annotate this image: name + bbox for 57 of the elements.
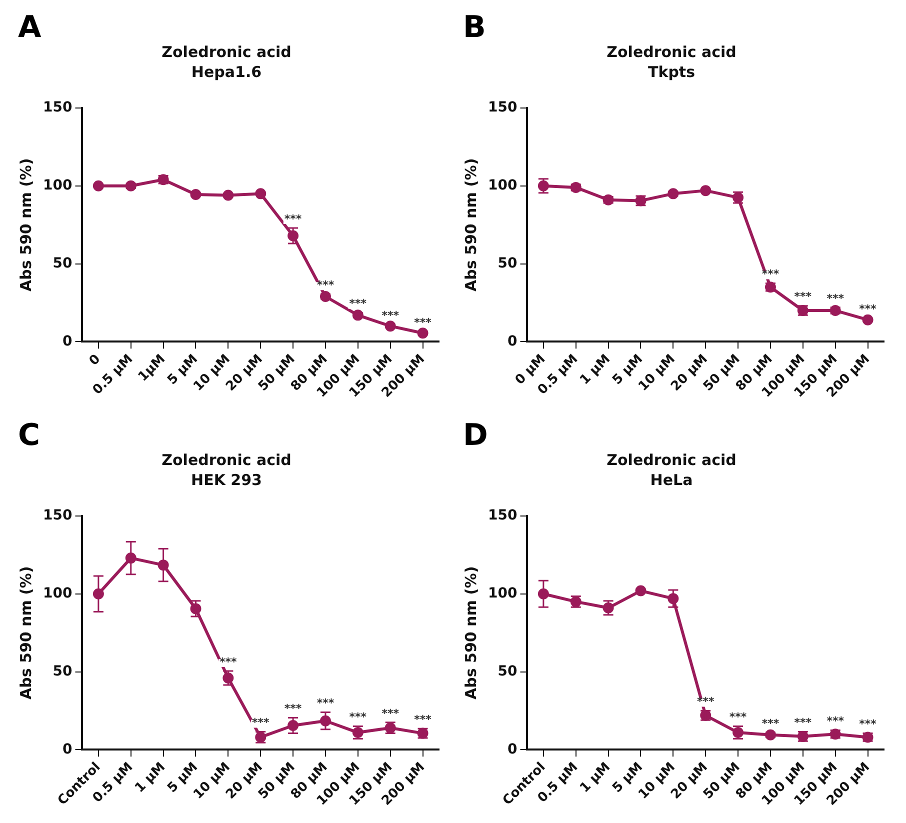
annotation: ***: [696, 695, 714, 708]
annotation: ***: [284, 212, 302, 226]
text: C: [18, 418, 40, 453]
text: D: [463, 418, 488, 453]
annotation: ***: [316, 696, 334, 710]
y-tick-label: 0: [62, 741, 72, 758]
chart-subtitle: HEK 293: [191, 470, 262, 489]
annotation: ***: [284, 702, 302, 716]
chart-subtitle: Tkpts: [648, 62, 696, 81]
y-tick-label: 100: [488, 586, 518, 602]
annotation: ***: [762, 716, 780, 730]
annotation: ***: [414, 316, 432, 329]
annotation: ***: [859, 718, 877, 731]
annotation: ***: [826, 714, 844, 728]
y-axis-title: Abs 590 nm (%): [16, 566, 35, 700]
y-tick-label: 50: [498, 663, 518, 680]
chart-subtitle: HeLa: [650, 470, 693, 489]
y-tick-label: 150: [42, 100, 72, 116]
y-tick-label: 0: [507, 333, 518, 350]
annotation: ***: [794, 716, 812, 730]
annotation: ***: [382, 308, 400, 322]
y-tick-label: 100: [42, 178, 72, 194]
annotation: ***: [762, 268, 780, 281]
annotation: ***: [252, 716, 270, 730]
text: B: [463, 10, 486, 45]
y-axis-title: Abs 590 nm (%): [462, 566, 480, 700]
point: [92, 588, 104, 600]
y-tick-label: 150: [42, 508, 72, 524]
annotation: ***: [316, 278, 334, 292]
y-tick-label: 150: [488, 508, 518, 524]
y-tick-label: 100: [42, 586, 72, 602]
y-tick-label: 150: [488, 100, 518, 116]
y-tick-label: 0: [62, 333, 72, 350]
annotation: ***: [729, 710, 747, 724]
chart-title: Zoledronic acid: [606, 42, 736, 61]
chart-title: Zoledronic acid: [162, 42, 292, 61]
y-tick-label: 50: [498, 255, 518, 272]
chart-title: Zoledronic acid: [606, 450, 736, 469]
y-axis-title: Abs 590 nm (%): [16, 158, 35, 292]
annotation: ***: [859, 302, 877, 316]
point: [538, 588, 549, 600]
chart-subtitle: Hepa1.6: [191, 62, 262, 81]
y-axis-title: Abs 590 nm (%): [462, 158, 480, 292]
x-tick-label: 0: [86, 352, 104, 369]
chart-title: Zoledronic acid: [162, 450, 292, 469]
annotation: ***: [382, 706, 400, 720]
text: A: [18, 10, 42, 45]
annotation: ***: [414, 713, 432, 726]
annotation: ***: [220, 655, 238, 668]
annotation: ***: [826, 292, 844, 305]
annotation: ***: [349, 297, 367, 310]
y-tick-label: 50: [52, 663, 72, 680]
y-tick-label: 50: [52, 255, 72, 272]
annotation: ***: [349, 710, 367, 724]
annotation: ***: [794, 290, 812, 304]
y-tick-label: 0: [507, 741, 518, 758]
y-tick-label: 100: [488, 178, 518, 194]
